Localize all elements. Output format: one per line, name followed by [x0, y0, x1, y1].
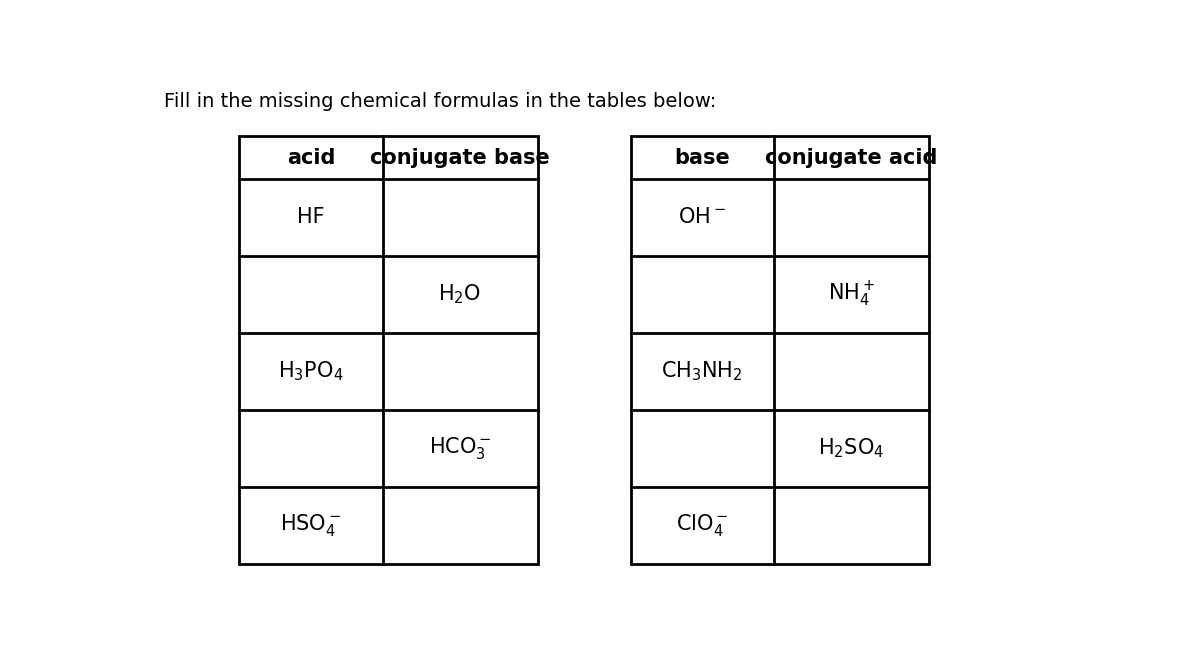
Text: Fill in the missing chemical formulas in the tables below:: Fill in the missing chemical formulas in… [164, 92, 716, 111]
Bar [630, 136, 929, 564]
Text: conjugate base: conjugate base [370, 147, 550, 168]
Text: $\mathregular{NH_4^+}$: $\mathregular{NH_4^+}$ [828, 280, 875, 309]
Text: $\mathregular{H_3PO_4}$: $\mathregular{H_3PO_4}$ [278, 360, 343, 383]
Text: $\mathregular{HCO_3^-}$: $\mathregular{HCO_3^-}$ [428, 435, 491, 461]
Text: $\mathregular{H_2O}$: $\mathregular{H_2O}$ [438, 282, 481, 306]
Text: $\mathregular{HSO_4^-}$: $\mathregular{HSO_4^-}$ [281, 512, 342, 538]
Text: HF: HF [298, 207, 325, 227]
Text: $\mathregular{ClO_4^-}$: $\mathregular{ClO_4^-}$ [676, 512, 728, 538]
Text: $\mathregular{CH_3NH_2}$: $\mathregular{CH_3NH_2}$ [661, 360, 743, 383]
Text: acid: acid [287, 147, 335, 168]
Text: $\mathregular{OH^-}$: $\mathregular{OH^-}$ [678, 207, 726, 227]
Text: $\mathregular{H_2SO_4}$: $\mathregular{H_2SO_4}$ [818, 436, 884, 460]
Text: conjugate acid: conjugate acid [766, 147, 937, 168]
Text: base: base [674, 147, 730, 168]
Bar [239, 136, 538, 564]
